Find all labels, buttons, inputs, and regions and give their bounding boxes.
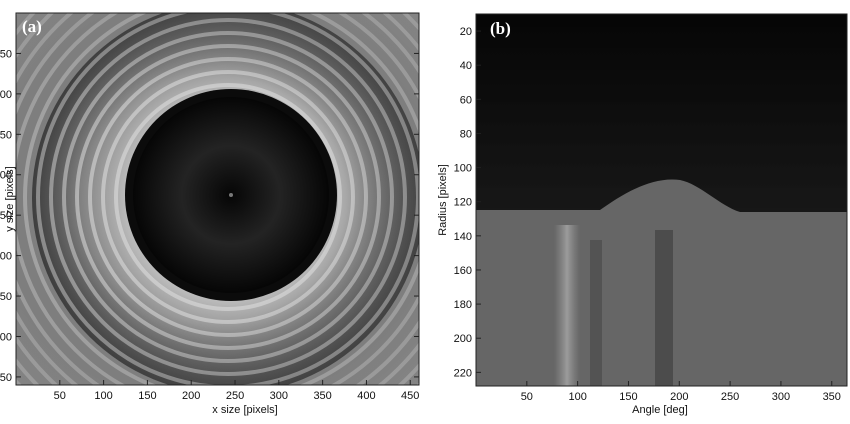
panel-b-x-tick-label: 150: [619, 391, 637, 403]
panel-b-x-tick-label: 250: [721, 391, 739, 403]
panel-b-y-ticks: 20 40 60 80 100 120 140 160 180 200 220: [454, 26, 481, 379]
panel-a-y-tick-label: 200: [0, 170, 12, 182]
panel-b-frame: [475, 13, 848, 387]
panel-a-x-tick-label: 350: [313, 390, 331, 402]
panel-b-y-tick-label: 120: [454, 197, 472, 209]
panel-b-y-tick-label: 140: [454, 231, 472, 243]
panel-a-ylabel: y size [pixels]: [4, 166, 16, 231]
panel-a-x-tick-label: 100: [94, 390, 112, 402]
panel-a-y-tick-label: 300: [0, 251, 12, 263]
panel-b-xlabel: Angle [deg]: [632, 404, 688, 416]
panel-b-y-tick-label: 60: [460, 94, 472, 106]
panel-b-y-tick-label: 220: [454, 367, 472, 379]
panel-a-y-tick-label: 350: [0, 291, 12, 303]
panel-a-label: (a): [22, 17, 42, 36]
panel-a-x-ticks: 50 100 150 200 250 300 350 400 450: [54, 380, 419, 402]
panel-a-y-tick-label: 100: [0, 89, 12, 101]
panel-a-y-tick-label: 400: [0, 331, 12, 343]
panel-a-x-tick-label: 150: [138, 390, 156, 402]
panel-a-x-tick-label: 250: [226, 390, 244, 402]
panel-a-x-tick-label: 200: [182, 390, 200, 402]
panel-b-x-tick-label: 350: [823, 391, 841, 403]
panel-b-x-tick-label: 300: [772, 391, 790, 403]
panel-b-y-tick-label: 160: [454, 265, 472, 277]
panel-a-x-tick-label: 50: [54, 390, 66, 402]
panel-a-x-tick-label: 400: [357, 390, 375, 402]
panel-b-x-tick-label: 50: [521, 391, 533, 403]
panel-b-ylabel: Radius [pixels]: [437, 164, 449, 236]
panel-a-y-tick-label: 450: [0, 372, 12, 384]
panel-a-y-ticks: 50 100 150 200 250 300 350 400 450: [0, 48, 419, 384]
panel-a-x-tick-label: 450: [401, 390, 419, 402]
panel-b-y-tick-label: 200: [454, 333, 472, 345]
panel-b-y-tick-label: 100: [454, 163, 472, 175]
panel-b-y-tick-label: 180: [454, 299, 472, 311]
panel-a-y-tick-label: 50: [0, 48, 12, 60]
panel-a: (a) 50 100 150 200 250 300 350 400 450 50 100 150 2…: [0, 12, 420, 416]
panel-b-y-tick-label: 20: [460, 26, 472, 38]
panel-b-x-tick-label: 100: [568, 391, 586, 403]
panel-b-x-tick-label: 200: [670, 391, 688, 403]
panel-b: (b) 20 40 60 80 100 120 140 160 180 200 220 50 100 1…: [437, 13, 848, 416]
panel-a-frame: [15, 12, 420, 386]
panel-b-label: (b): [490, 19, 511, 38]
panel-b-x-ticks: 50 100 150 200 250 300 350: [521, 381, 841, 403]
panel-a-xlabel: x size [pixels]: [212, 404, 277, 416]
panel-a-image: [16, 13, 419, 385]
panel-b-y-tick-label: 40: [460, 60, 472, 72]
panel-b-image: [476, 14, 847, 386]
panel-a-y-tick-label: 250: [0, 210, 12, 222]
panel-a-x-tick-label: 300: [270, 390, 288, 402]
panel-a-y-tick-label: 150: [0, 129, 12, 141]
panel-b-y-tick-label: 80: [460, 128, 472, 140]
